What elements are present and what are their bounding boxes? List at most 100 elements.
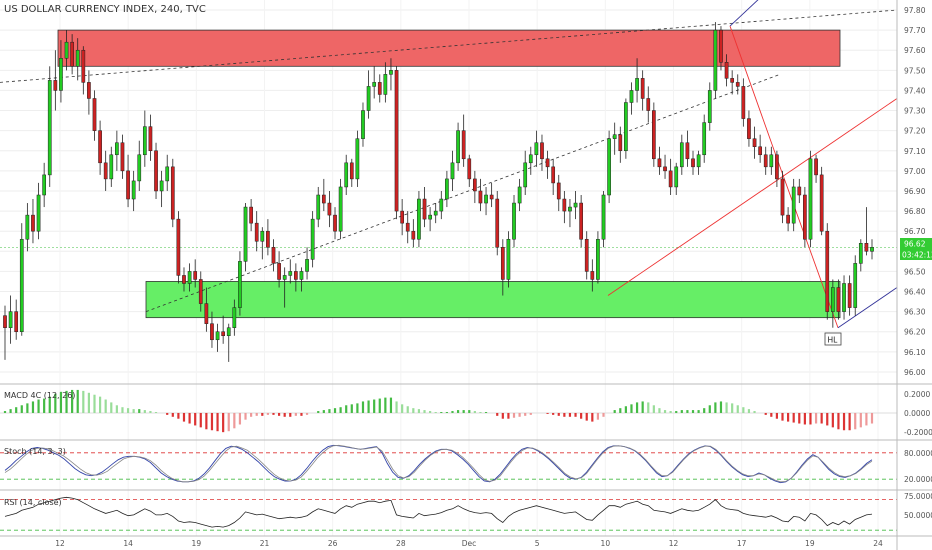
candle-up [870,247,874,252]
price-tick-label: 96.20 [904,328,926,337]
candle-down [836,287,841,312]
candle-down [763,154,768,168]
last-price-value: 96.62 [904,240,926,249]
candle-down [87,82,91,99]
candle-down [193,271,198,280]
time-tick-label: 24 [873,539,883,548]
candle-down [724,62,729,79]
candle-down [646,98,651,111]
candle-up [159,180,164,192]
trend-lines [0,0,898,329]
candle-down [562,198,567,212]
price-tick-label: 97.30 [904,107,926,116]
candle-down [819,174,824,232]
candle-down [719,29,723,63]
candle-up [713,29,718,91]
macd-tick-label: -0.2000 [904,428,932,437]
candle-up [310,218,315,260]
candle-up [260,230,265,242]
price-tick-label: 97.10 [904,147,926,156]
stoch-k-line [4,444,873,484]
candle-down [294,271,298,280]
candle-up [456,130,460,164]
candle-down [3,315,7,328]
candle-up [299,271,304,280]
time-tick-label: 12 [55,539,65,548]
candle-down [735,82,740,87]
candle-up [8,311,13,328]
pattern-label: HL [824,332,842,346]
candle-down [786,214,790,224]
candle-up [707,90,712,123]
candle-up [338,186,343,232]
candle-down [741,86,746,119]
candle-down [730,78,735,83]
candle-up [232,307,237,328]
candle-down [556,182,561,200]
candle-up [42,174,47,196]
candle-up [523,162,528,188]
candle-down [176,218,181,276]
candle-up [372,82,377,87]
candle-down [405,222,410,232]
time-tick-label: 19 [805,539,815,548]
candle-up [853,263,858,308]
red-swing-line [729,25,839,328]
price-tick-label: 97.50 [904,66,926,75]
candle-down [333,214,337,232]
candles [3,22,874,362]
candle-down [590,271,595,280]
candle-down [467,158,472,180]
candle-up [305,259,309,272]
candle-up [316,194,321,220]
candle-down [148,126,153,152]
candle-up [19,238,24,332]
candle-down [864,243,869,252]
candle-down [120,142,125,172]
candle-down [495,198,500,248]
candle-up [624,102,628,152]
candle-down [551,166,556,184]
price-tick-label: 97.60 [904,46,926,55]
candle-down [780,178,785,216]
price-zones [0,29,897,319]
candle-down [685,142,690,160]
candle-down [98,130,102,164]
candle-down [422,198,427,220]
stoch-label: Stoch (14, 3, 3) [4,447,66,456]
candle-up [679,142,684,168]
price-tick-label: 97.20 [904,127,926,136]
candle-down [814,158,818,176]
candle-up [215,331,220,341]
candle-up [165,166,170,182]
candle-down [489,194,494,200]
candle-down [31,214,35,232]
candle-up [366,86,371,111]
candle-down [14,311,19,332]
candle-down [210,323,214,341]
rsi-line [4,496,873,528]
candle-down [400,210,404,224]
candle-down [584,238,589,272]
price-tick-label: 96.00 [904,368,926,377]
candle-up [791,186,796,224]
candle-down [461,130,466,160]
candle-down [411,230,416,240]
price-tick-label: 96.70 [904,227,926,236]
macd-tick-label: 0.2000 [904,390,930,399]
candle-down [663,166,667,172]
candle-down [394,70,399,212]
candle-down [825,230,830,312]
candle-down [271,247,276,264]
candle-up [142,126,147,156]
swing-low-line [837,287,898,329]
time-tick-label: 28 [396,539,406,548]
candle-down [182,275,186,284]
rsi-tick-label: 50.0000 [904,511,932,520]
candle-up [702,122,707,156]
candle-down [640,78,645,99]
candle-down [327,202,332,216]
candle-down [758,146,762,156]
candle-up [109,154,114,180]
